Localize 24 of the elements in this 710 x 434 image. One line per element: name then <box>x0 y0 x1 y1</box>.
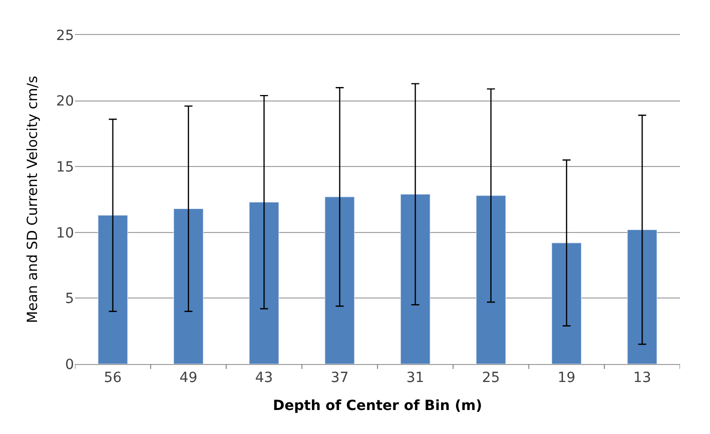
x-tick-label: 56 <box>104 370 122 386</box>
bar <box>98 215 128 364</box>
x-axis-title: Depth of Center of Bin (m) <box>272 398 482 414</box>
bar <box>627 230 658 364</box>
bar <box>552 242 582 364</box>
bar <box>173 208 204 364</box>
y-tick-label: 10 <box>56 225 74 242</box>
y-tick-label: 25 <box>56 28 74 44</box>
y-tick-label: 15 <box>56 160 74 176</box>
x-tick-label: 37 <box>330 370 349 386</box>
bar <box>324 196 355 364</box>
y-tick-label: 5 <box>65 291 74 308</box>
y-axis-title: Mean and SD Current Velocity cm/s <box>24 76 41 324</box>
x-tick-label: 25 <box>482 370 500 386</box>
bar <box>400 194 430 364</box>
y-tick-label: 0 <box>65 356 74 373</box>
x-tick-label: 19 <box>558 370 576 386</box>
y-tick-label: 20 <box>56 94 74 110</box>
x-tick-label: 49 <box>180 370 198 386</box>
x-tick-label: 13 <box>633 370 652 386</box>
x-tick-label: 31 <box>406 370 424 386</box>
bar <box>476 195 506 364</box>
x-tick-label: 43 <box>255 370 273 386</box>
bar <box>249 202 280 364</box>
